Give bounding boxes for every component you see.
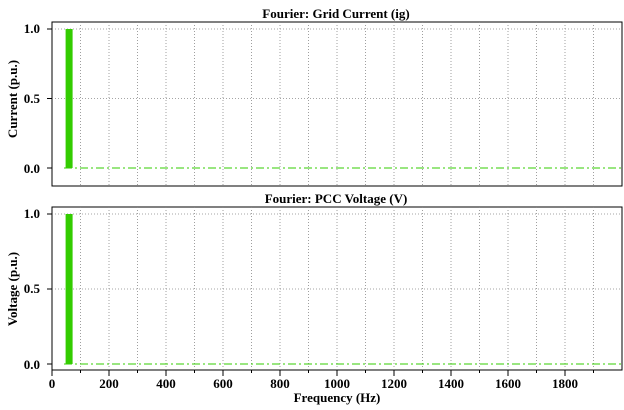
y-tick-label: 0.0 [24, 357, 40, 372]
x-tick-label: 1200 [381, 376, 407, 391]
x-tick-label: 800 [270, 376, 290, 391]
data-marks [64, 214, 622, 365]
x-tick-label: 0 [49, 376, 56, 391]
y-tick-labels: 0.0 0.5 1.0 [24, 206, 41, 372]
panel-pcc-voltage: Fourier: PCC Voltage (V) 0.0 0.5 1.0 Vol… [5, 191, 623, 405]
y-tick-label: 1.0 [24, 206, 40, 221]
x-tick-label: 1800 [552, 376, 578, 391]
data-marks [64, 29, 622, 169]
x-tick-labels: 0 200 400 600 800 1000 1200 1400 1600 1800 [49, 370, 594, 391]
x-tick-label: 1400 [438, 376, 464, 391]
x-tick-label: 600 [213, 376, 233, 391]
x-tick-label: 400 [156, 376, 176, 391]
x-tick-label: 1600 [495, 376, 521, 391]
y-axis-label: Voltage (p.u.) [5, 252, 20, 326]
grid-lines [47, 22, 622, 186]
y-tick-labels: 0.0 0.5 1.0 [24, 21, 41, 176]
grid-lines [47, 207, 622, 370]
x-tick-label: 200 [99, 376, 119, 391]
y-tick-label: 0.0 [24, 161, 40, 176]
y-tick-label: 0.5 [24, 91, 41, 106]
panel-title: Fourier: Grid Current (ig) [262, 6, 409, 21]
harmonic-bar [65, 29, 73, 168]
panel-title: Fourier: PCC Voltage (V) [265, 191, 408, 206]
y-tick-label: 1.0 [24, 21, 40, 36]
y-tick-label: 0.5 [24, 281, 41, 296]
harmonic-bar [65, 214, 73, 364]
x-axis-label: Frequency (Hz) [294, 390, 381, 405]
y-axis-label: Current (p.u.) [5, 60, 20, 138]
x-tick-label: 1000 [324, 376, 350, 391]
